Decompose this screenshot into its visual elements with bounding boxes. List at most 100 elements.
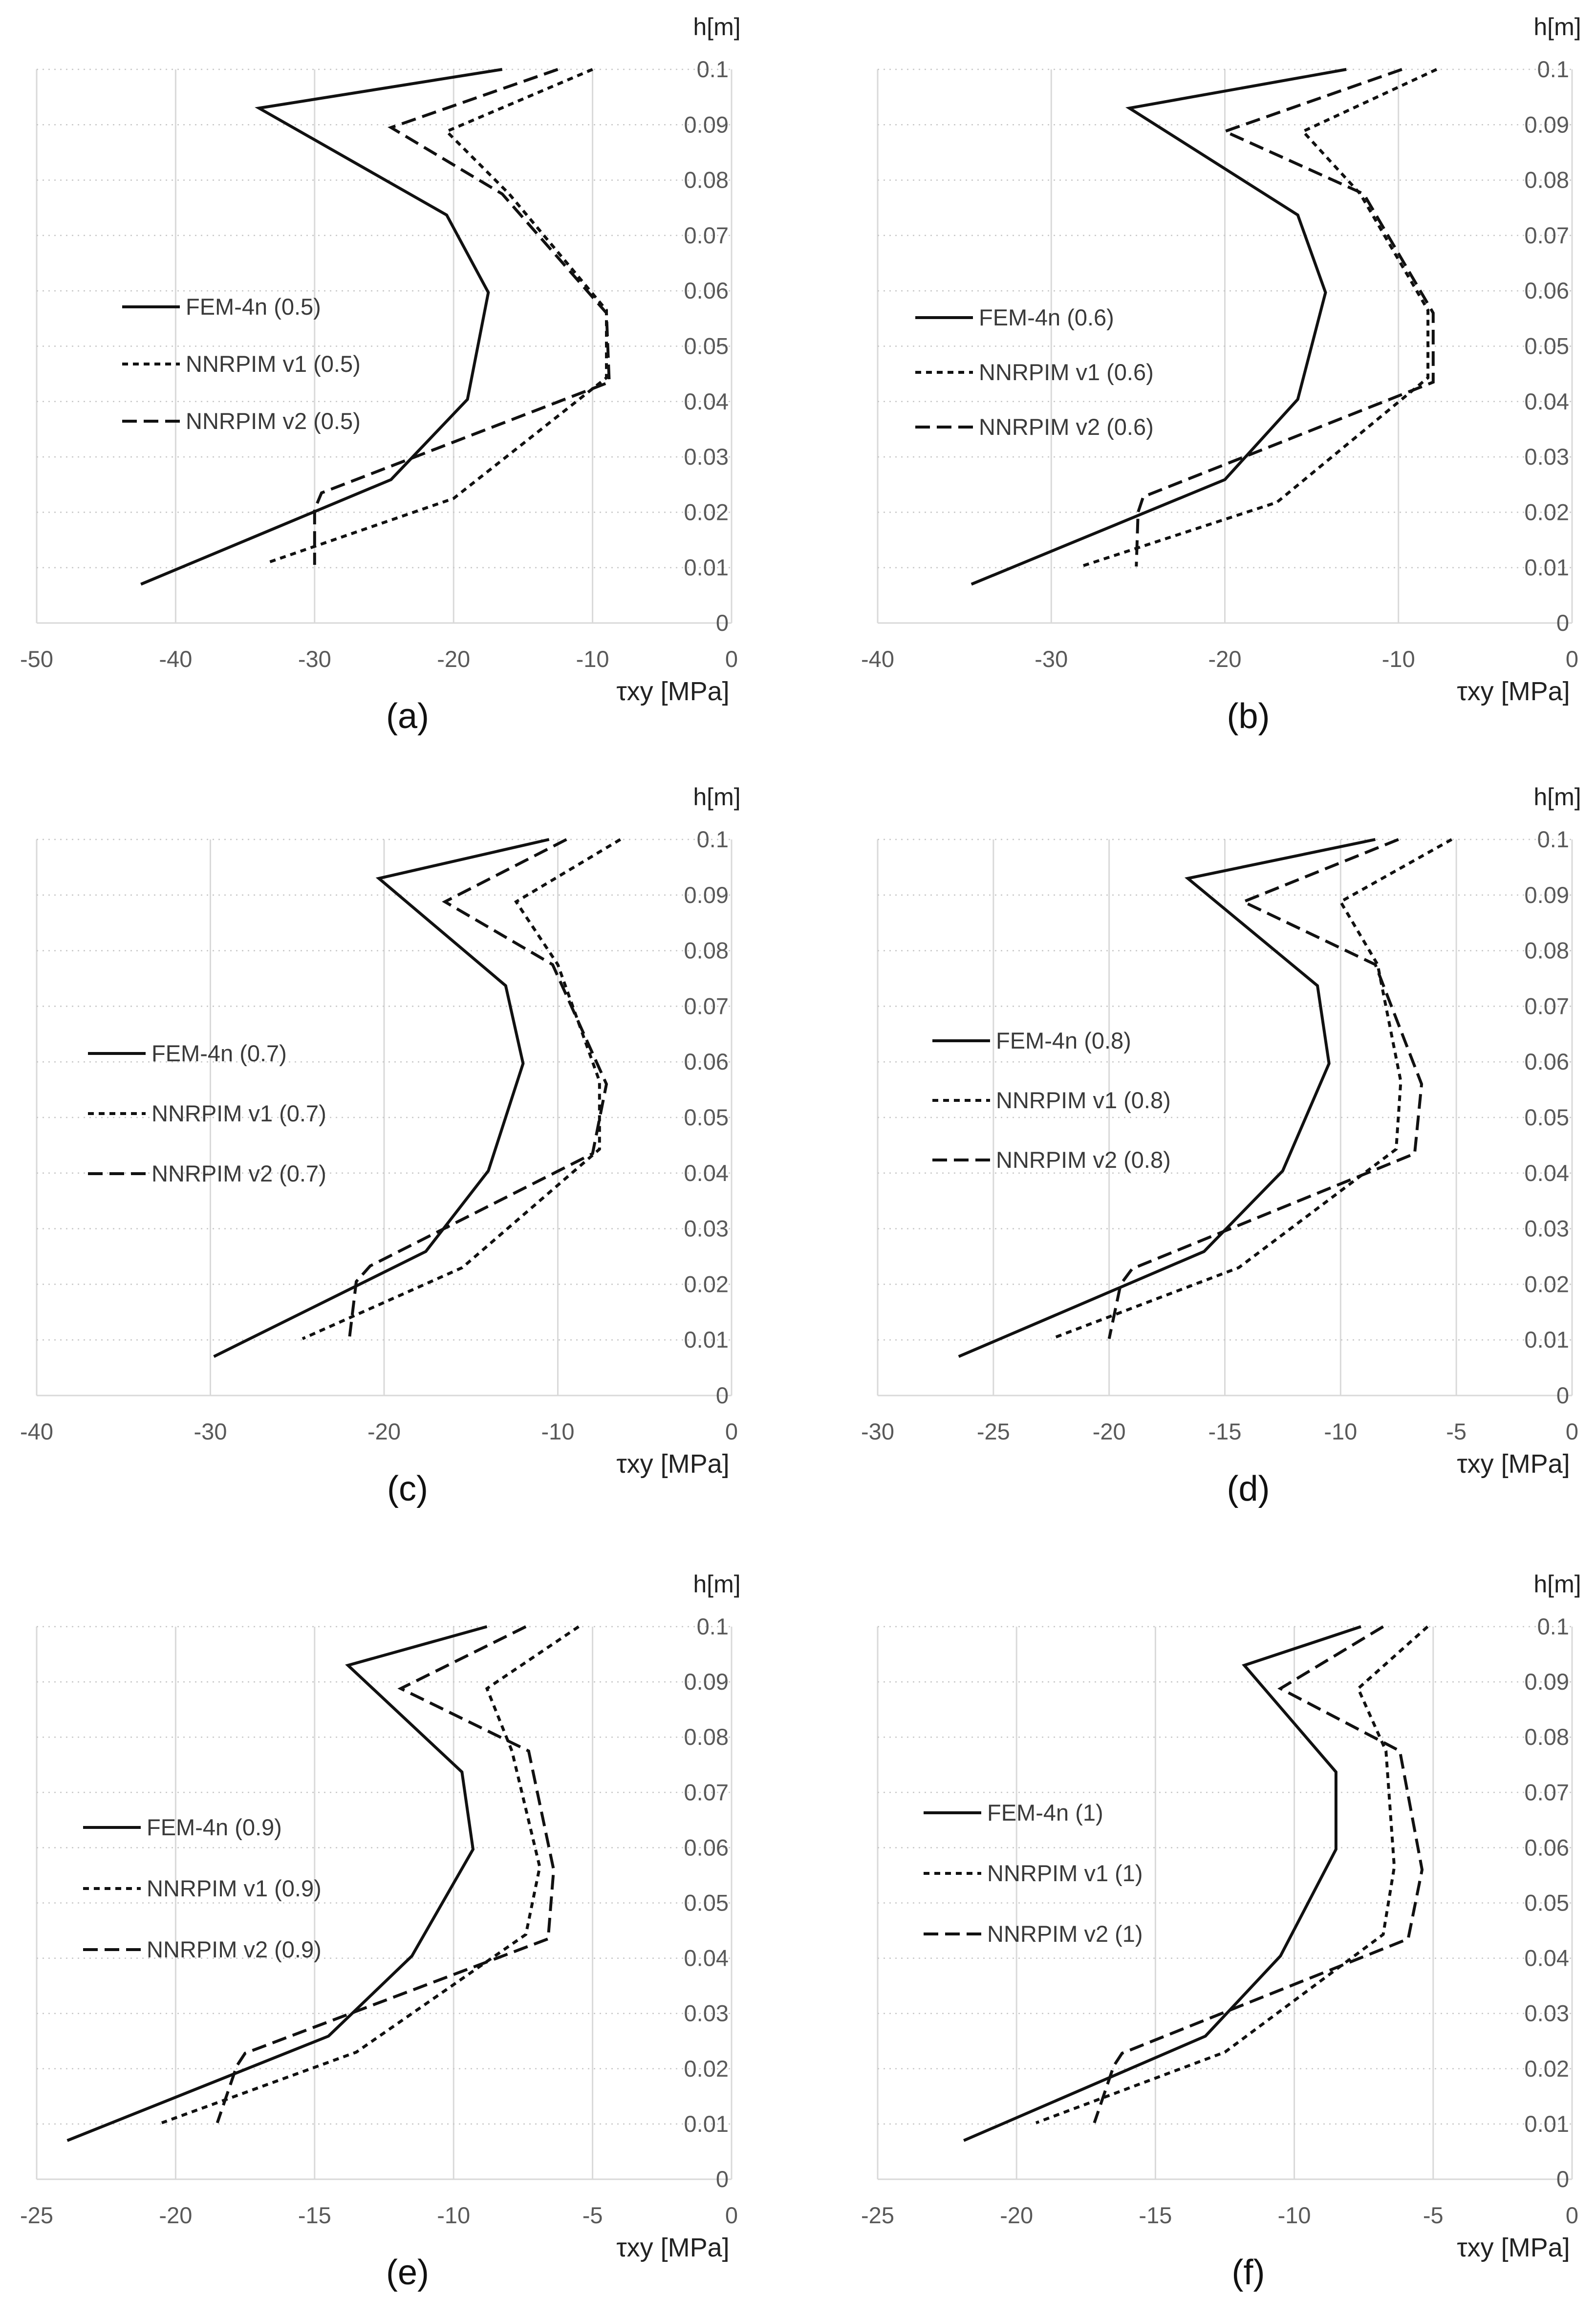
y-tick-label: 0.02 xyxy=(1525,1271,1569,1297)
series-line-dot xyxy=(161,1625,580,2125)
x-tick-label: 0 xyxy=(725,1418,738,1444)
y-tick-label: 0.07 xyxy=(1525,1779,1569,1805)
y-tick-label: 0.03 xyxy=(684,1216,729,1242)
series-line-solid xyxy=(66,1625,488,2142)
y-tick-label: 0.07 xyxy=(684,1779,729,1805)
chart-panel-5: -25 -20 -15 -10 -5 0 0 0.01 0.02 0.03 0.04 0.05 0.06… xyxy=(20,1570,741,2292)
legend-label: FEM-4n (0.5) xyxy=(186,294,321,320)
x-tick-label: -20 xyxy=(1208,646,1242,672)
series-line-dot xyxy=(265,68,608,565)
series-line-dash xyxy=(313,68,611,565)
y-tick-label: 0.09 xyxy=(1525,1669,1569,1695)
legend-label: NNRPIM v2 (1) xyxy=(987,1921,1143,1947)
y-axis-title: h[m] xyxy=(693,13,740,41)
y-tick-label: 0.1 xyxy=(697,1613,729,1639)
legend-label: NNRPIM v1 (0.7) xyxy=(151,1100,326,1126)
x-tick-label: -40 xyxy=(20,1418,53,1444)
y-axis-title: h[m] xyxy=(1533,783,1581,811)
series-line-solid xyxy=(963,1625,1361,2142)
y-tick-label: 0.04 xyxy=(684,1160,729,1186)
legend-label: FEM-4n (0.7) xyxy=(151,1040,287,1066)
x-tick-label: 0 xyxy=(1566,2202,1578,2228)
chart-panel-2: -40 -30 -20 -10 0 0 0.01 0.02 0.03 0.04 0.05 0.06 0.… xyxy=(861,13,1581,736)
legend-label: NNRPIM v2 (0.8) xyxy=(996,1147,1171,1173)
series-line-dot xyxy=(1080,68,1438,568)
legend-label: NNRPIM v1 (0.9) xyxy=(147,1875,322,1901)
series-line-solid xyxy=(958,838,1376,1358)
x-tick-label: -30 xyxy=(194,1418,227,1444)
y-tick-label: 0.02 xyxy=(1525,2056,1569,2082)
series-line-solid xyxy=(213,838,550,1358)
series-line-dot xyxy=(1035,1625,1429,2125)
y-tick-label: 0.06 xyxy=(684,1049,729,1074)
y-tick-label: 0.07 xyxy=(684,222,729,248)
chart-panel-4: -30 -25 -20 -15 -10 -5 0 0 0.01 0.02 0.03 0.04 0.05 0… xyxy=(861,783,1581,1508)
legend-label: NNRPIM v2 (0.6) xyxy=(979,414,1154,440)
y-tick-label: 0.05 xyxy=(1525,1890,1569,1916)
chart-panel-1: -50 -40 -30 -20 -10 0 0 0.01 0.02 0.03 0.04 0.05 0.0… xyxy=(20,13,741,736)
x-tick-label: -15 xyxy=(298,2202,331,2228)
y-tick-label: 0.05 xyxy=(1525,1104,1569,1130)
x-tick-label: -15 xyxy=(1139,2202,1172,2228)
x-tick-label: -30 xyxy=(298,646,331,672)
y-axis-title: h[m] xyxy=(1533,13,1581,41)
chart-panel-6: -25 -20 -15 -10 -5 0 0 0.01 0.02 0.03 0.04 0.05 0.06… xyxy=(861,1570,1581,2292)
x-tick-label: -25 xyxy=(861,2202,894,2228)
y-tick-label: 0.08 xyxy=(684,1724,729,1750)
legend-label: NNRPIM v1 (0.5) xyxy=(186,351,361,377)
series-line-dot xyxy=(1051,838,1453,1340)
x-tick-label: -5 xyxy=(582,2202,603,2228)
y-tick-label: 0.03 xyxy=(1525,444,1569,470)
y-tick-label: 0.03 xyxy=(1525,2000,1569,2026)
series-line-dash xyxy=(347,838,608,1339)
y-tick-label: 0.05 xyxy=(684,1104,729,1130)
y-axis-title: h[m] xyxy=(693,783,740,811)
x-tick-label: -10 xyxy=(576,646,609,672)
x-tick-label: -20 xyxy=(367,1418,401,1444)
y-tick-label: 0.02 xyxy=(1525,499,1569,525)
x-tick-label: -20 xyxy=(1093,1418,1126,1444)
y-tick-label: 0.04 xyxy=(684,388,729,414)
y-tick-label: 0.04 xyxy=(1525,1945,1569,1971)
legend-label: NNRPIM v2 (0.7) xyxy=(151,1160,326,1186)
y-tick-label: 0.08 xyxy=(1525,938,1569,964)
y-axis-title: h[m] xyxy=(1533,1570,1581,1598)
x-tick-label: -20 xyxy=(1000,2202,1033,2228)
y-tick-label: 0.02 xyxy=(684,2056,729,2082)
y-tick-label: 0.1 xyxy=(697,826,729,852)
y-tick-label: 0.03 xyxy=(684,444,729,470)
series-line-dash xyxy=(216,1625,556,2124)
panel-label: (e) xyxy=(386,2253,429,2292)
y-tick-label: 0.05 xyxy=(684,333,729,359)
x-axis-title: τxy [MPa] xyxy=(1457,1449,1570,1479)
x-tick-label: 0 xyxy=(1566,1418,1578,1444)
y-tick-label: 0.07 xyxy=(1525,993,1569,1019)
legend-label: FEM-4n (0.8) xyxy=(996,1028,1131,1053)
y-tick-label: 0.1 xyxy=(1537,826,1569,852)
y-tick-label: 0.02 xyxy=(684,1271,729,1297)
y-tick-label: 0.09 xyxy=(684,882,729,908)
panel-label: (b) xyxy=(1227,697,1270,736)
x-tick-label: -40 xyxy=(159,646,192,672)
y-tick-label: 0 xyxy=(1556,1382,1569,1408)
x-tick-label: -30 xyxy=(1035,646,1068,672)
x-tick-label: -5 xyxy=(1423,2202,1444,2228)
panel-label: (c) xyxy=(387,1469,428,1508)
x-axis-title: τxy [MPa] xyxy=(616,2233,729,2262)
panel-label: (a) xyxy=(386,697,429,736)
y-tick-label: 0.01 xyxy=(684,2111,729,2137)
x-tick-label: -15 xyxy=(1208,1418,1242,1444)
x-axis-title: τxy [MPa] xyxy=(1457,677,1570,706)
y-tick-label: 0 xyxy=(1556,610,1569,636)
legend-label: FEM-4n (0.6) xyxy=(979,304,1114,330)
y-tick-label: 0.01 xyxy=(684,1327,729,1353)
series-line-dot xyxy=(302,838,622,1340)
legend-label: FEM-4n (1) xyxy=(987,1800,1103,1825)
y-tick-label: 0.05 xyxy=(684,1890,729,1916)
y-tick-label: 0.06 xyxy=(684,278,729,303)
y-tick-label: 0.06 xyxy=(1525,278,1569,303)
x-axis-title: τxy [MPa] xyxy=(1457,2233,1570,2262)
x-tick-label: 0 xyxy=(725,2202,738,2228)
x-tick-label: -20 xyxy=(437,646,470,672)
x-tick-label: -10 xyxy=(1278,2202,1311,2228)
